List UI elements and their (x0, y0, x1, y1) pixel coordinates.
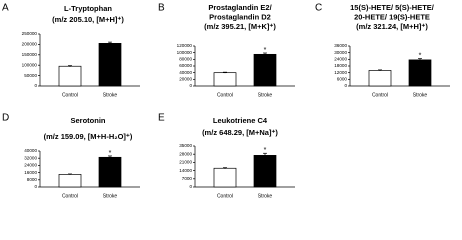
panel-letter: E (158, 113, 165, 124)
y-tick-label: 8000 (27, 177, 38, 182)
y-tick-label: 30000 (334, 50, 347, 55)
y-tick-label: 100000 (177, 50, 193, 55)
chart-title: Prostaglandin E2/ (208, 3, 272, 12)
y-tick-label: 18000 (334, 63, 347, 68)
panel-letter: B (158, 3, 165, 14)
chart-title: (m/z 648.29, [M+Na]⁺) (202, 128, 278, 137)
x-tick-label: Control (62, 92, 78, 98)
chart-title: Leukotriene C4 (213, 116, 268, 125)
y-tick-label: 80000 (179, 57, 192, 62)
chart-title: (m/z 395.21, [M+K]⁺) (204, 22, 276, 31)
x-tick-label: Stroke (103, 92, 118, 98)
significance-mark: * (109, 150, 112, 157)
chart-title: (m/z 321.24, [M+H]⁺) (356, 22, 428, 31)
y-tick-label: 24000 (334, 57, 347, 62)
chart-title: (m/z 205.10, [M+H]⁺) (52, 15, 124, 24)
y-tick-label: 0 (344, 83, 347, 88)
bar (253, 53, 277, 87)
panel-letter: C (315, 3, 322, 14)
chart-title: Serotonin (71, 116, 106, 125)
figure: A L-Tryptophan (m/z 205.10, [M+H]⁺) 0 50000 1… (2, 3, 450, 199)
bar (98, 43, 122, 87)
bar (213, 167, 237, 188)
y-tick-label: 0 (189, 83, 192, 88)
bar (408, 59, 432, 87)
y-tick-label: 0 (34, 83, 37, 88)
significance-mark: * (419, 52, 422, 59)
y-tick-label: 250000 (22, 31, 38, 36)
chart-title: 20-HETE/ 19(S)-HETE (354, 12, 430, 21)
bar (368, 70, 392, 87)
bar (98, 156, 122, 188)
bar (253, 155, 277, 188)
x-tick-label: Control (372, 92, 388, 98)
x-tick-label: Control (217, 193, 233, 199)
x-tick-label: Control (217, 92, 233, 98)
chart-title: Prostaglandin D2 (209, 12, 271, 21)
y-tick-label: 36000 (334, 43, 347, 48)
significance-mark: * (264, 147, 267, 154)
y-tick-label: 21000 (179, 160, 192, 165)
y-tick-label: 120000 (177, 43, 193, 48)
bar (58, 65, 82, 87)
panel-letter: D (2, 113, 9, 124)
x-tick-label: Stroke (258, 193, 273, 199)
y-tick-label: 16000 (24, 170, 37, 175)
bar (213, 72, 237, 87)
y-tick-label: 200000 (22, 42, 38, 47)
y-tick-label: 14000 (179, 168, 192, 173)
y-tick-label: 0 (189, 184, 192, 189)
y-tick-label: 24000 (24, 163, 37, 168)
chart-title: 15(S)-HETE/ 5(S)-HETE/ (350, 3, 435, 12)
x-tick-label: Stroke (413, 92, 428, 98)
x-tick-label: Stroke (258, 92, 273, 98)
y-tick-label: 6000 (337, 77, 348, 82)
y-tick-label: 60000 (179, 63, 192, 68)
y-tick-label: 12000 (334, 70, 347, 75)
x-tick-label: Stroke (103, 193, 118, 199)
significance-mark: * (264, 47, 267, 54)
y-tick-label: 7000 (182, 176, 193, 181)
y-tick-label: 0 (34, 184, 37, 189)
y-tick-label: 35000 (179, 143, 192, 148)
panel-letter: A (2, 3, 9, 14)
y-tick-label: 40000 (179, 70, 192, 75)
chart-title: (m/z 159.09, [M+H-H₂O]⁺) (44, 132, 133, 141)
y-tick-label: 50000 (24, 73, 37, 78)
y-tick-label: 20000 (179, 77, 192, 82)
y-tick-label: 32000 (24, 155, 37, 160)
chart-title: L-Tryptophan (64, 4, 112, 13)
y-tick-label: 100000 (22, 62, 38, 67)
y-tick-label: 40000 (24, 148, 37, 153)
y-tick-label: 150000 (22, 52, 38, 57)
x-tick-label: Control (62, 193, 78, 199)
bar (58, 174, 82, 188)
y-tick-label: 28000 (179, 151, 192, 156)
